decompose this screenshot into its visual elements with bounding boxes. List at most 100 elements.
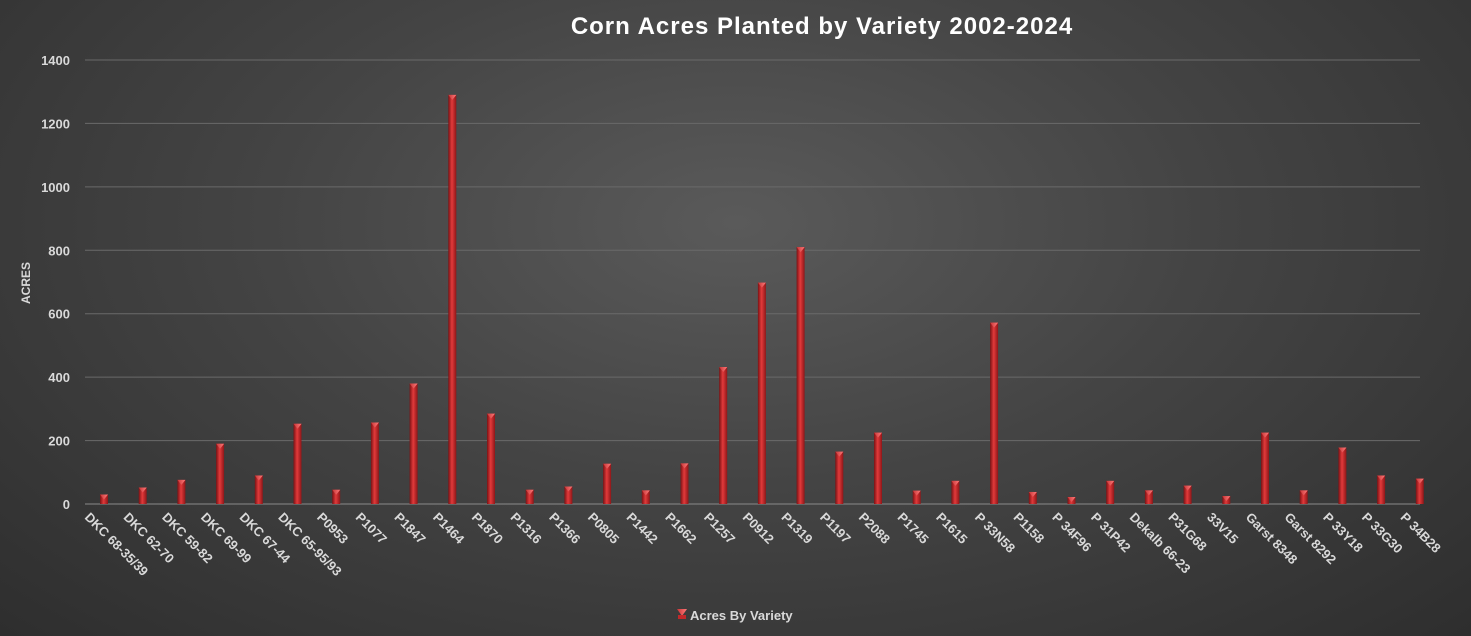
bar [216,443,225,504]
bar [138,487,147,504]
y-tick-label: 0 [63,497,70,512]
bar [1028,491,1037,504]
legend-swatch-body [678,615,686,619]
bar-cap [1415,478,1424,484]
bar-body [1261,432,1269,504]
bar [1144,490,1153,504]
bar [680,463,689,504]
bar-body [138,487,147,504]
x-tick-label: P1464 [430,510,468,548]
bar [1338,447,1347,504]
bar-body [796,247,805,504]
y-tick-label: 600 [48,307,70,322]
bar [1067,497,1076,504]
bar [448,94,457,504]
bar-cap [409,383,418,389]
bar-cap [1377,475,1386,481]
bar-cap [1183,485,1192,491]
bar-cap [990,322,999,328]
x-tick-label: P1319 [778,510,815,547]
x-tick-label: P 34F96 [1049,510,1094,555]
x-tick-label: P1316 [508,510,545,547]
bar-cap [1261,432,1269,438]
x-tick-label: P1847 [391,510,428,547]
y-axis-ticks: 0 200 400 600 800 1000 1200 1400 [41,53,70,512]
bar-body [912,490,921,504]
bar [293,423,302,504]
bar-cap [1144,490,1153,496]
y-tick-label: 800 [48,243,70,258]
bar-cap [1028,491,1037,497]
bar-cap [370,422,379,428]
bar-cap [719,366,728,372]
bar-cap [1338,447,1347,453]
x-tick-label: P1158 [1011,510,1048,547]
bar-body [448,94,457,504]
bar-cap [796,247,805,253]
x-tick-label: P0912 [740,510,777,547]
bar [1222,496,1231,504]
bar [796,247,805,504]
bar [254,475,263,504]
x-tick-label: P1615 [933,510,970,547]
bar [1106,480,1115,504]
x-tick-label: P1366 [546,510,583,547]
gridlines [85,59,1420,505]
x-tick-label: P1662 [662,510,699,547]
bar-cap [525,489,534,495]
bar-cap [216,443,225,449]
bar-cap [1299,490,1308,496]
bar-cap [835,451,844,457]
y-axis-title: ACRES [19,262,33,304]
x-tick-label: P 33N58 [972,510,1018,556]
bar-body [641,490,650,504]
bar [719,366,728,504]
y-tick-label: 400 [48,370,70,385]
x-tick-label: P0953 [314,510,351,547]
bar [835,451,844,504]
y-tick-label: 1200 [41,116,70,131]
bar-body [409,383,418,504]
bar-cap [448,94,457,100]
bar [641,490,650,504]
bar-cap [1106,480,1115,486]
bar [990,322,999,504]
bar-cap [100,494,108,500]
bar-cap [641,490,650,496]
bar-body [1106,480,1115,504]
bar [100,494,108,504]
bar [487,413,495,504]
bar-cap [603,463,612,469]
bar [332,489,341,504]
bar [409,383,418,504]
bar [177,479,186,504]
x-tick-label: P0805 [585,510,622,547]
x-tick-label: P1197 [817,510,854,547]
bar-cap [680,463,689,469]
bar [1415,478,1424,504]
x-tick-label: P1257 [701,510,738,547]
x-tick-label: P 33G30 [1359,510,1406,557]
bar [874,432,882,504]
bar-cap [874,432,882,438]
bar [757,282,766,504]
x-tick-label: P1442 [624,510,661,547]
bar-body [487,413,495,504]
bar-body [332,489,341,504]
chart-title: Corn Acres Planted by Variety 2002-2024 [571,13,1073,40]
bar-cap [951,480,960,486]
bar-body [254,475,263,504]
bar-body [1183,485,1192,504]
bar-cap [293,423,302,429]
legend: Acres By Variety [677,608,793,623]
bar [525,489,534,504]
bar-body [990,322,999,504]
bar-body [293,423,302,504]
bar-body [757,282,766,504]
bar-cap [757,282,766,288]
bar-body [370,422,379,504]
x-tick-label: P1077 [353,510,390,547]
bar-cap [177,479,186,485]
y-tick-label: 1000 [41,180,70,195]
